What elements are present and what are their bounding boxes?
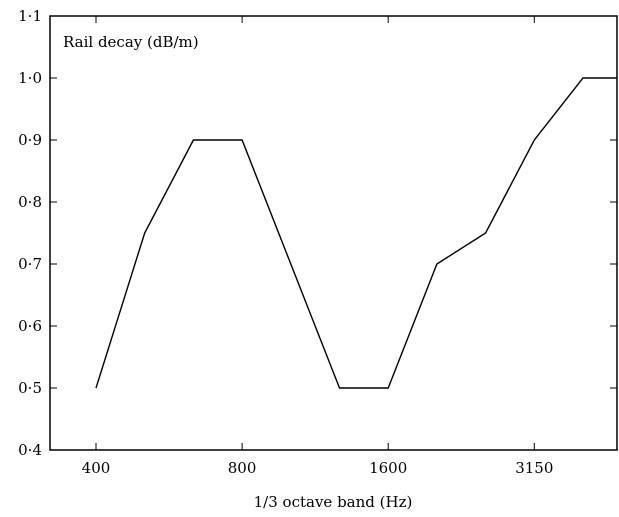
y-axis-title: Rail decay (dB/m) [63,33,199,51]
x-tick-label: 400 [82,459,111,477]
series-line-rail-decay [95,77,617,389]
y-axis-ticks: 0·4 0·5 0·6 0·7 0·8 0·9 1·0 1·1 [18,7,617,459]
y-tick-label: 0·7 [18,255,42,273]
y-tick-label: 1·1 [18,7,42,25]
y-tick-label: 0·8 [18,193,42,211]
y-tick-label: 0·6 [18,317,42,335]
plot-frame [49,15,618,451]
y-tick-label: 0·4 [18,441,42,459]
y-tick-label: 0·5 [18,379,42,397]
y-tick-label: 1·0 [18,69,42,87]
x-tick-label: 3150 [515,459,553,477]
x-tick-label: 1600 [369,459,407,477]
x-axis-ticks: 400 800 1600 3150 [82,16,553,477]
x-axis-title: 1/3 octave band (Hz) [254,493,413,511]
y-tick-label: 0·9 [18,131,42,149]
x-tick-label: 800 [228,459,257,477]
